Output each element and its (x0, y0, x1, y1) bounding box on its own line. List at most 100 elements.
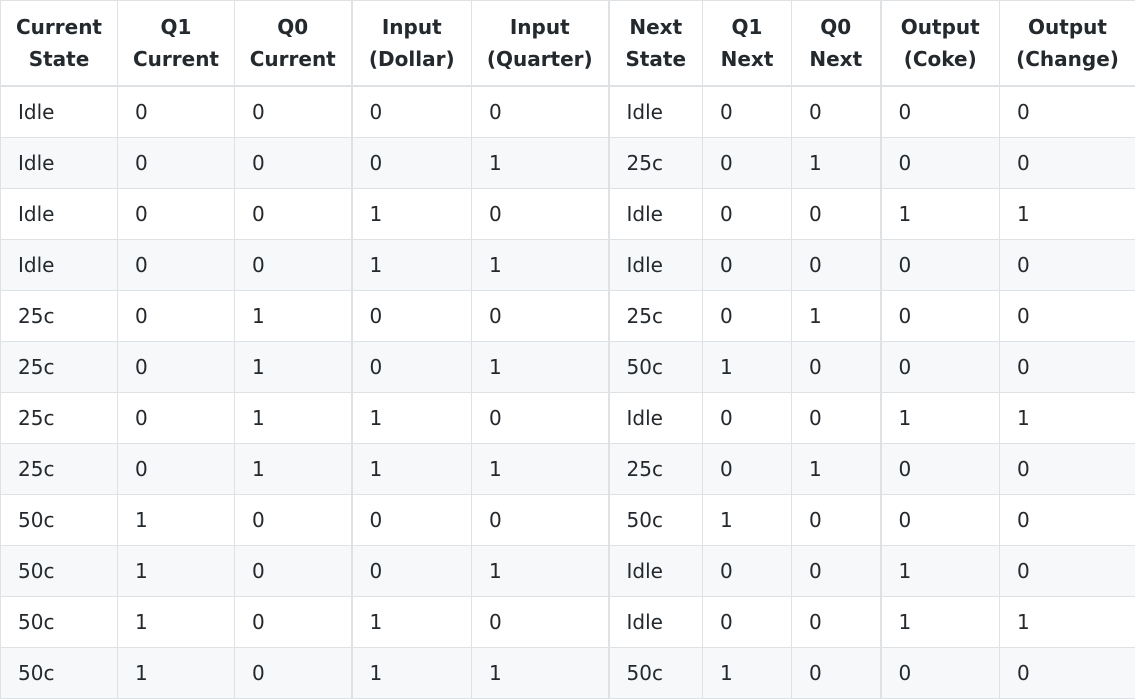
cell-q1-current: 1 (118, 546, 235, 597)
cell-current-state: 50c (1, 648, 118, 699)
header-label-line: Input (472, 11, 608, 43)
cell-current-state: 50c (1, 597, 118, 648)
cell-q0-current: 1 (235, 342, 352, 393)
header-label-line: (Dollar) (353, 43, 472, 75)
cell-current-state: 50c (1, 546, 118, 597)
cell-q1-current: 0 (118, 86, 235, 138)
cell-q1-next: 0 (703, 444, 792, 495)
header-label-line: Next (703, 43, 791, 75)
cell-q0-current: 1 (235, 291, 352, 342)
cell-output-change: 0 (1000, 342, 1135, 393)
cell-next-state: Idle (609, 86, 703, 138)
cell-q0-current: 0 (235, 86, 352, 138)
header-label-line: Input (353, 11, 472, 43)
cell-current-state: Idle (1, 189, 118, 240)
header-label-line: Current (1, 11, 117, 43)
cell-q0-current: 0 (235, 189, 352, 240)
header-label-line: Q1 (703, 11, 791, 43)
cell-next-state: Idle (609, 597, 703, 648)
header-input-dollar: Input(Dollar) (352, 1, 472, 87)
cell-output-change: 0 (1000, 86, 1135, 138)
cell-current-state: Idle (1, 138, 118, 189)
cell-input-quarter: 0 (472, 393, 609, 444)
header-label-line: Output (1000, 11, 1135, 43)
cell-q0-current: 0 (235, 138, 352, 189)
cell-output-coke: 0 (881, 138, 1000, 189)
cell-q1-current: 1 (118, 495, 235, 546)
cell-next-state: 25c (609, 444, 703, 495)
cell-current-state: Idle (1, 240, 118, 291)
cell-output-change: 0 (1000, 291, 1135, 342)
cell-q1-current: 0 (118, 189, 235, 240)
header-label-line: Q0 (235, 11, 351, 43)
cell-input-dollar: 0 (352, 86, 472, 138)
header-input-quarter: Input(Quarter) (472, 1, 609, 87)
cell-output-coke: 1 (881, 189, 1000, 240)
cell-next-state: 50c (609, 648, 703, 699)
cell-input-quarter: 0 (472, 291, 609, 342)
cell-q1-current: 0 (118, 138, 235, 189)
cell-q0-next: 0 (792, 240, 881, 291)
cell-q1-next: 0 (703, 189, 792, 240)
cell-current-state: 25c (1, 444, 118, 495)
cell-q1-current: 0 (118, 240, 235, 291)
cell-input-quarter: 1 (472, 648, 609, 699)
cell-q1-next: 1 (703, 648, 792, 699)
cell-output-change: 1 (1000, 189, 1135, 240)
cell-output-coke: 0 (881, 648, 1000, 699)
cell-input-quarter: 1 (472, 444, 609, 495)
header-label-line: (Change) (1000, 43, 1135, 75)
cell-q0-next: 1 (792, 444, 881, 495)
cell-q0-current: 0 (235, 597, 352, 648)
cell-q1-current: 0 (118, 291, 235, 342)
cell-q0-next: 0 (792, 393, 881, 444)
cell-next-state: Idle (609, 393, 703, 444)
cell-output-coke: 0 (881, 291, 1000, 342)
cell-q0-next: 1 (792, 291, 881, 342)
cell-q0-current: 1 (235, 444, 352, 495)
cell-input-dollar: 1 (352, 597, 472, 648)
cell-q1-next: 0 (703, 138, 792, 189)
cell-q0-current: 0 (235, 240, 352, 291)
cell-input-quarter: 1 (472, 546, 609, 597)
cell-input-quarter: 1 (472, 342, 609, 393)
cell-output-change: 0 (1000, 495, 1135, 546)
cell-q0-next: 0 (792, 546, 881, 597)
header-label-line: (Quarter) (472, 43, 608, 75)
cell-input-dollar: 0 (352, 291, 472, 342)
cell-q0-current: 0 (235, 648, 352, 699)
cell-q1-next: 0 (703, 546, 792, 597)
cell-q1-next: 1 (703, 342, 792, 393)
cell-input-dollar: 0 (352, 138, 472, 189)
cell-output-coke: 0 (881, 495, 1000, 546)
cell-input-dollar: 1 (352, 648, 472, 699)
header-output-change: Output(Change) (1000, 1, 1135, 87)
cell-q1-next: 0 (703, 393, 792, 444)
cell-output-change: 0 (1000, 546, 1135, 597)
cell-next-state: 25c (609, 138, 703, 189)
cell-q1-next: 0 (703, 240, 792, 291)
cell-input-dollar: 1 (352, 444, 472, 495)
cell-current-state: 25c (1, 291, 118, 342)
cell-q1-next: 1 (703, 495, 792, 546)
cell-current-state: 25c (1, 393, 118, 444)
cell-q0-next: 1 (792, 138, 881, 189)
cell-q1-current: 0 (118, 444, 235, 495)
cell-current-state: Idle (1, 86, 118, 138)
cell-output-coke: 0 (881, 444, 1000, 495)
cell-q1-current: 0 (118, 393, 235, 444)
